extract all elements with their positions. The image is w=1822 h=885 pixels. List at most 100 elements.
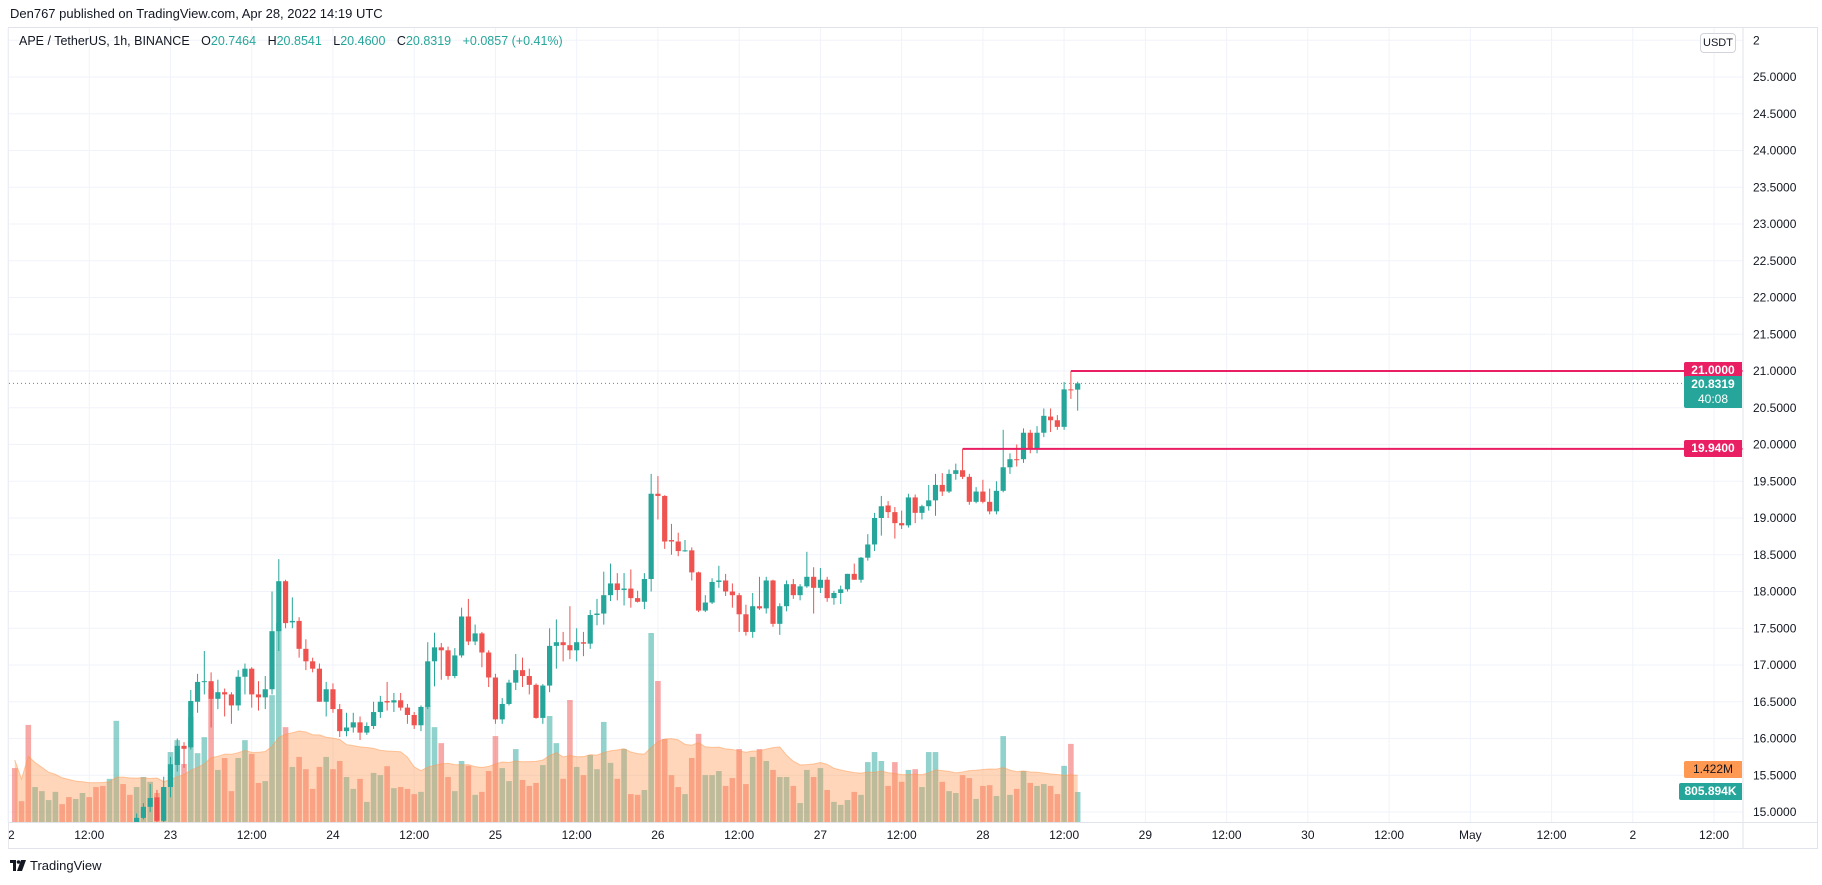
volume-bar [235, 758, 241, 822]
price-tick-label: 22.5000 [1753, 254, 1797, 268]
candle-body [763, 580, 769, 609]
candle-body [364, 726, 370, 733]
volume-bar [120, 784, 126, 822]
time-tick-label: 26 [651, 828, 665, 842]
grid [7, 28, 1743, 822]
candle-body [282, 581, 289, 624]
volume-bar [966, 778, 973, 822]
candle-body [316, 668, 323, 702]
price-tick-label: 24.5000 [1753, 107, 1797, 121]
volume-bar [262, 781, 269, 822]
close-label: C [396, 34, 406, 48]
candle [621, 573, 627, 606]
candle-body [926, 500, 932, 507]
volume-bar [59, 804, 65, 822]
plot-area [9, 370, 1743, 822]
volume-bar [776, 776, 783, 822]
volume-bar [174, 740, 181, 822]
candle-body [1075, 383, 1081, 390]
volume-bar [133, 787, 140, 822]
candle-body [689, 550, 695, 573]
high-value: 20.8541 [276, 34, 322, 48]
bar-countdown: 40:08 [1697, 392, 1729, 406]
candle-body [391, 700, 397, 703]
candle [140, 803, 146, 820]
candle [844, 573, 851, 592]
candle-body [242, 668, 248, 677]
candle-body [465, 616, 471, 642]
candle [723, 573, 729, 596]
candle [959, 448, 966, 480]
candle-body [621, 588, 627, 591]
price-tick-label: 25.0000 [1753, 70, 1797, 84]
candle-body [486, 652, 492, 678]
volume-bar [11, 768, 18, 822]
candle [398, 692, 404, 711]
volume-bar [45, 800, 52, 822]
volume-bar [567, 699, 573, 822]
time-axis[interactable]: 22 12:00 23 12:00 24 12:00 25 12:00 26 12:00 27 12:… [9, 823, 1743, 848]
time-tick-label: 29 [1138, 828, 1153, 842]
candle [255, 681, 262, 711]
horizontal-levels[interactable] [9, 370, 1743, 450]
currency-button[interactable]: USDT [1700, 33, 1736, 53]
candle-body [458, 616, 465, 656]
candle [235, 670, 241, 711]
candle [215, 679, 221, 710]
candle-body [953, 470, 959, 474]
candle-body [1020, 432, 1027, 460]
volume-bar [424, 705, 431, 822]
candle-body [993, 490, 1000, 512]
volume-bar [72, 798, 79, 822]
volume-bar [912, 769, 918, 822]
candle [465, 598, 471, 646]
time-tick-label: 12:00 [1049, 828, 1080, 842]
price-tick-label: 18.5000 [1753, 548, 1797, 562]
volume-bar [79, 792, 86, 822]
volume-bar [32, 787, 38, 822]
candle [134, 813, 140, 822]
candle-body [215, 692, 221, 699]
volume-bar [458, 760, 465, 822]
symbol-title[interactable]: APE / TetherUS, 1h, BINANCE [19, 34, 190, 48]
candle-body [479, 633, 485, 653]
candle-body [655, 493, 661, 496]
volume-bar [479, 791, 485, 822]
last-price-label: 20.8319 40:08 [1684, 376, 1742, 408]
volume-bar [749, 756, 756, 822]
candle [668, 523, 675, 555]
candle [777, 603, 783, 635]
candle [276, 559, 282, 652]
candle [560, 631, 566, 662]
volume-bar [668, 775, 675, 822]
candle [926, 484, 932, 511]
price-axis[interactable]: 2 25.0000 24.5000 24.0000 23.5000 23.0000 22.5… [1753, 33, 1797, 819]
volume-bar [296, 756, 302, 822]
footer-brand[interactable]: TradingView [10, 858, 102, 873]
candle [594, 598, 600, 626]
price-tick-label: 23.5000 [1753, 180, 1797, 194]
volume-bar [499, 768, 506, 822]
volume-bar [411, 794, 417, 822]
candle-body [411, 714, 417, 726]
candle-body [337, 709, 343, 732]
candle-body [851, 573, 857, 580]
volume-bar [695, 733, 702, 822]
candle-body [601, 595, 607, 614]
resistance-price-label: 21.0000 [1684, 362, 1742, 379]
time-tick-label: 30 [1301, 828, 1315, 842]
volume-bar [18, 801, 25, 822]
candle-body [235, 676, 241, 706]
candle [567, 606, 573, 660]
volume-bar [905, 769, 912, 822]
candle-body [513, 670, 519, 683]
volume-bar [52, 791, 59, 822]
candle [404, 703, 411, 724]
volume-bar [655, 681, 661, 822]
volume-bar [817, 768, 824, 822]
volume-bar [621, 749, 627, 822]
volume-bar [39, 791, 45, 822]
candle [343, 712, 350, 737]
candle-body [519, 670, 526, 677]
